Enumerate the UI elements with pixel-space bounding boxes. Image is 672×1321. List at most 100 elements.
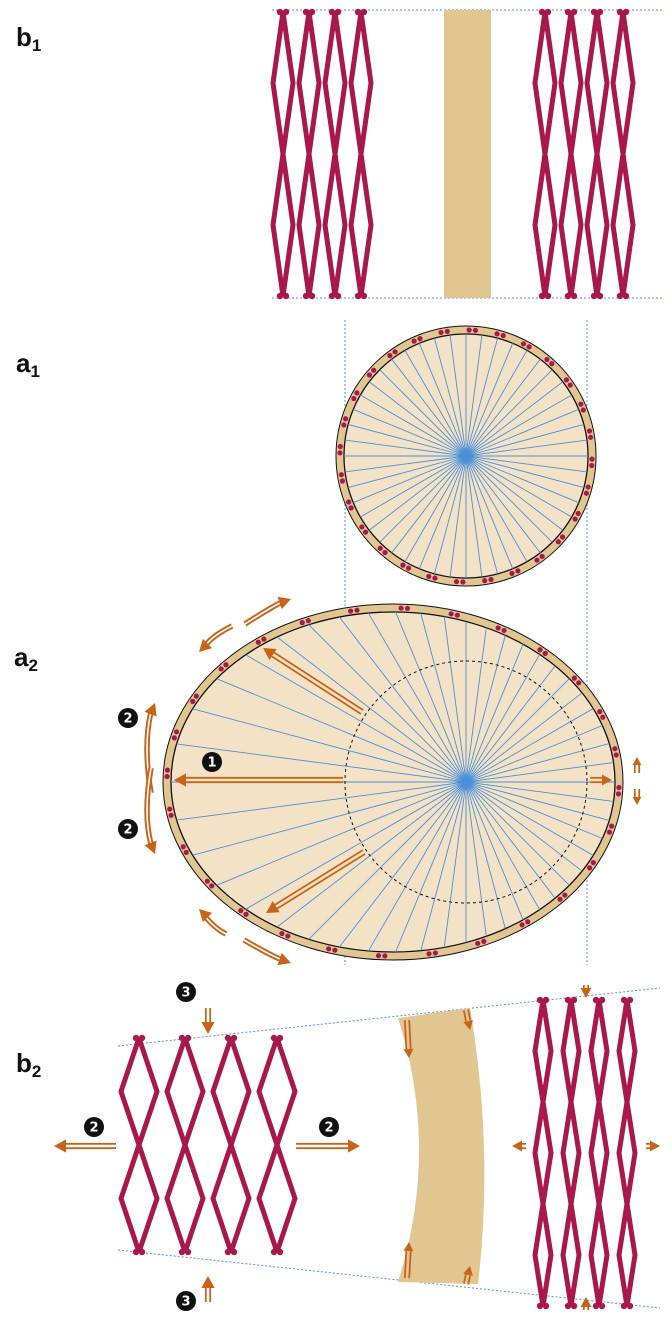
strut-joint-icon [587, 865, 593, 871]
radial-ray [465, 692, 583, 783]
radial-ray [465, 350, 528, 457]
strut-joint-icon [354, 390, 360, 396]
radial-ray [391, 358, 467, 457]
strut-joint-icon [615, 791, 622, 797]
numbered-circle-icon: 3 [176, 982, 196, 1002]
radial-ray [465, 781, 594, 856]
strut-joint-icon [475, 940, 481, 946]
strut-joint-icon [302, 8, 310, 16]
strut-joint-icon [337, 450, 343, 456]
strut-joint-icon [544, 356, 550, 363]
strut-joint-icon [544, 292, 552, 300]
strut-joint-icon [392, 349, 398, 355]
radial-ray [465, 644, 524, 783]
radial-ray [404, 455, 467, 562]
strut-joint-icon [404, 605, 411, 611]
numbered-circle-icon: 2 [118, 819, 138, 839]
shear-arrow [462, 1266, 473, 1285]
strut-joint-icon [536, 1302, 544, 1310]
radial-ray [465, 762, 614, 783]
strut-joint-icon [537, 647, 543, 653]
stent-strut-column [588, 996, 610, 1310]
strut-joint-icon [180, 844, 186, 850]
radial-ray [465, 781, 610, 821]
radial-ray [465, 408, 579, 457]
radial-force-arrow [266, 849, 366, 913]
stent-strut-column [560, 996, 582, 1310]
strut-joint-icon [255, 639, 261, 645]
radial-force-arrow [263, 648, 364, 715]
radial-ray [418, 455, 467, 569]
numbered-circle-icon: 3 [176, 1291, 196, 1311]
strut-line [210, 1037, 234, 1253]
radial-ray [360, 455, 467, 518]
strut-joint-icon [184, 1034, 192, 1042]
strut-joint-icon [575, 510, 581, 517]
strut-joint-icon [348, 608, 354, 614]
radial-ray [465, 654, 541, 783]
strut-line [542, 11, 558, 297]
strut-joint-icon [495, 625, 501, 631]
stent-strut-column [296, 8, 322, 300]
radial-ray [465, 358, 541, 457]
strut-joint-icon [224, 1248, 232, 1256]
strut-joint-icon [382, 953, 388, 959]
strut-joint-icon [270, 1034, 278, 1042]
radial-ray [465, 678, 570, 783]
strut-joint-icon [606, 829, 613, 835]
radial-ray [465, 781, 541, 910]
strut-joint-icon [359, 524, 365, 530]
strut-line [620, 11, 636, 297]
stent-strut-column [270, 8, 296, 300]
strut-joint-icon [138, 1248, 146, 1256]
strut-line [568, 11, 584, 297]
strut-joint-icon [230, 1034, 238, 1042]
strut-line [532, 999, 546, 1307]
strut-joint-icon [589, 456, 595, 462]
strut-joint-icon [563, 377, 570, 383]
strut-joint-icon [204, 878, 210, 884]
strut-joint-icon [567, 382, 573, 388]
numbered-circle-icon: 2 [84, 1117, 104, 1137]
panel-label-a1: a1 [16, 348, 40, 381]
strut-joint-icon [218, 666, 224, 672]
radial-ray [465, 455, 553, 543]
radial-ray [360, 394, 467, 457]
tangential-arrow [243, 596, 291, 627]
strut-joint-icon [190, 698, 196, 704]
strut-joint-icon [526, 344, 532, 350]
stent-strut-column [164, 1034, 206, 1256]
step-number: 3 [181, 986, 190, 1001]
strut-joint-icon [488, 576, 494, 583]
strut-line [616, 999, 630, 1307]
strut-joint-icon [501, 627, 507, 634]
strut-joint-icon [193, 693, 199, 699]
stent-strut-column [256, 1034, 298, 1256]
strut-joint-icon [620, 1302, 628, 1310]
strut-joint-icon [132, 1034, 140, 1042]
shear-arrow [403, 1019, 414, 1058]
radial-ray [465, 455, 528, 562]
strut-joint-icon [183, 849, 189, 855]
strut-joint-icon [460, 579, 466, 585]
strut-joint-icon [597, 709, 603, 715]
radial-ray [449, 455, 467, 578]
strut-joint-icon [600, 714, 606, 720]
strut-line [280, 11, 296, 297]
radial-ray [465, 455, 514, 569]
strut-line [274, 1037, 298, 1253]
step-number: 2 [324, 1121, 333, 1136]
strut-line [332, 11, 348, 297]
strut-joint-icon [178, 1248, 186, 1256]
strut-joint-icon [583, 490, 590, 496]
radial-ray [465, 665, 556, 783]
strut-line [306, 11, 322, 297]
strut-joint-icon [354, 8, 362, 16]
expansion-arrow [54, 1139, 116, 1153]
strut-joint-icon [270, 1248, 278, 1256]
strut-joint-icon [164, 767, 171, 773]
strut-joint-icon [616, 292, 624, 300]
strut-joint-icon [626, 1302, 634, 1310]
radial-ray [339, 616, 467, 783]
